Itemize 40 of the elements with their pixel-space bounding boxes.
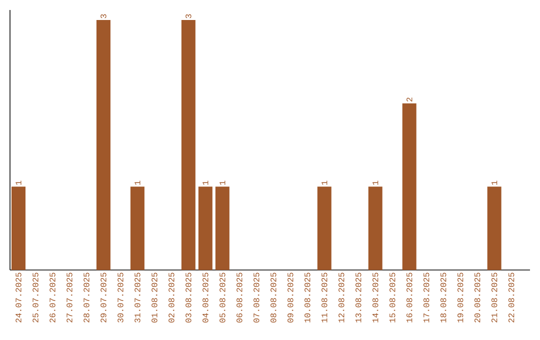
x-tick-label: 24.07.2025 [16,272,22,322]
x-tick-label: 31.07.2025 [134,272,140,322]
data-label: 1 [492,180,498,185]
x-tick-label: 13.08.2025 [355,272,362,322]
data-label: 1 [16,180,22,185]
x-tick-label: 09.08.2025 [288,272,294,322]
x-tick-label: 19.08.2025 [457,272,464,322]
x-tick-label: 18.08.2025 [440,272,446,322]
data-label: 1 [322,180,328,185]
x-tick-label: 10.08.2025 [304,272,310,322]
x-tick-label: 26.07.2025 [50,272,56,322]
x-tick-label: 06.08.2025 [236,272,242,322]
data-label: 1 [202,180,208,185]
data-label: 2 [406,98,412,102]
x-tick-label: 08.08.2025 [270,272,276,322]
x-tick-label: 04.08.2025 [202,272,208,322]
x-tick-label: 15.08.2025 [389,272,396,322]
x-tick-label: 16.08.2025 [406,272,412,322]
data-label: 1 [134,180,140,185]
data-label: 1 [220,180,226,185]
x-tick-label: 07.08.2025 [254,272,260,322]
x-tick-label: 05.08.2025 [220,272,226,322]
data-label: 3 [186,14,192,18]
x-tick-label: 12.08.2025 [338,272,344,322]
x-tick-label: 01.08.2025 [152,272,158,322]
x-tick-label: 03.08.2025 [186,272,192,322]
x-tick-label: 28.07.2025 [84,272,90,322]
x-tick-label: 21.08.2025 [491,272,498,322]
x-tick-label: 30.07.2025 [118,272,124,322]
x-tick-label: 02.08.2025 [168,272,174,322]
x-tick-label: 20.08.2025 [474,272,480,322]
x-tick-label: 14.08.2025 [372,272,378,322]
x-tick-label: 11.08.2025 [322,272,328,322]
x-tick-label: 22.08.2025 [508,272,514,322]
data-label: 1 [372,180,378,185]
x-tick-label: 25.07.2025 [32,272,38,322]
data-label: 3 [100,14,106,18]
x-tick-label: 17.08.2025 [423,272,430,322]
x-tick-label: 27.07.2025 [66,272,72,322]
x-tick-label: 29.07.2025 [100,272,106,322]
